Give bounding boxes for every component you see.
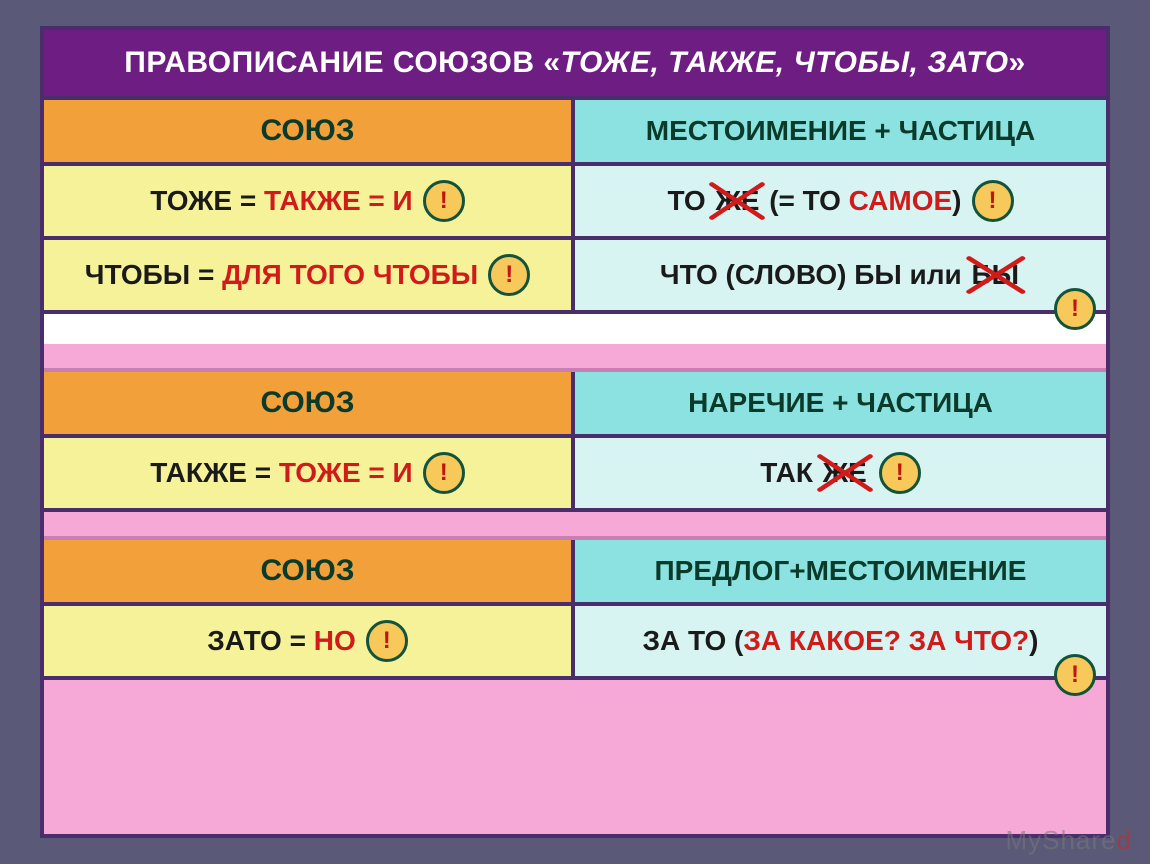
- title-bar: ПРАВОПИСАНИЕ СОЮЗОВ «ТОЖЕ, ТАКЖЕ, ЧТОБЫ,…: [44, 30, 1106, 100]
- rule-left: ТОЖЕ = ТАКЖЕ = И!: [44, 166, 575, 236]
- title-suffix: »: [1009, 46, 1026, 79]
- header-label: ПРЕДЛОГ+МЕСТОИМЕНИЕ: [655, 555, 1027, 587]
- header-label: СОЮЗ: [261, 386, 355, 420]
- crossed-particle: ЖЕ: [821, 457, 869, 489]
- rule-text: ЧТО (СЛОВО) БЫ или БЫ: [660, 259, 1021, 291]
- header-right: МЕСТОИМЕНИЕ + ЧАСТИЦА: [575, 100, 1106, 162]
- exclamation-badge: !: [1054, 654, 1096, 696]
- exclamation-badge: !: [366, 620, 408, 662]
- header-left: СОЮЗ: [44, 540, 575, 602]
- header-label: СОЮЗ: [261, 554, 355, 588]
- rule-left: ЗАТО = НО!: [44, 606, 575, 676]
- rule-right: ЧТО (СЛОВО) БЫ или БЫ!: [575, 240, 1106, 310]
- rule-row: ТАКЖЕ = ТОЖЕ = И!ТАК ЖЕ!: [44, 438, 1106, 512]
- exclamation-badge: !: [972, 180, 1014, 222]
- rule-text: ТАКЖЕ = ТОЖЕ = И: [150, 457, 412, 489]
- white-spacer: [44, 314, 1106, 344]
- header-label: СОЮЗ: [261, 114, 355, 148]
- crossed-particle: БЫ: [970, 259, 1022, 291]
- header-label: МЕСТОИМЕНИЕ + ЧАСТИЦА: [646, 115, 1035, 147]
- section-header-row: СОЮЗ МЕСТОИМЕНИЕ + ЧАСТИЦА: [44, 100, 1106, 166]
- rule-text: ТО ЖЕ (= ТО САМОЕ): [667, 185, 961, 217]
- title-italic: ТОЖЕ, ТАКЖЕ, ЧТОБЫ, ЗАТО: [561, 46, 1009, 79]
- rule-text: ТОЖЕ = ТАКЖЕ = И: [150, 185, 412, 217]
- rule-text: ТАК ЖЕ: [760, 457, 868, 489]
- rule-text: ЗА ТО (ЗА КАКОЕ? ЗА ЧТО?): [643, 625, 1039, 657]
- header-right: ПРЕДЛОГ+МЕСТОИМЕНИЕ: [575, 540, 1106, 602]
- rule-left: ЧТОБЫ = ДЛЯ ТОГО ЧТОБЫ!: [44, 240, 575, 310]
- rule-row: ТОЖЕ = ТАКЖЕ = И!ТО ЖЕ (= ТО САМОЕ)!: [44, 166, 1106, 240]
- grammar-table-frame: ПРАВОПИСАНИЕ СОЮЗОВ «ТОЖЕ, ТАКЖЕ, ЧТОБЫ,…: [40, 26, 1110, 838]
- header-left: СОЮЗ: [44, 100, 575, 162]
- rule-row: ЗАТО = НО!ЗА ТО (ЗА КАКОЕ? ЗА ЧТО?)!: [44, 606, 1106, 680]
- rule-text: ЗАТО = НО: [207, 625, 355, 657]
- rule-row: ЧТОБЫ = ДЛЯ ТОГО ЧТОБЫ!ЧТО (СЛОВО) БЫ ил…: [44, 240, 1106, 314]
- crossed-particle: ЖЕ: [713, 185, 761, 217]
- exclamation-badge: !: [1054, 288, 1096, 330]
- title-prefix: ПРАВОПИСАНИЕ СОЮЗОВ «: [124, 46, 560, 79]
- sections-container: СОЮЗ МЕСТОИМЕНИЕ + ЧАСТИЦА ТОЖЕ = ТАКЖЕ = …: [44, 100, 1106, 704]
- section-gap: [44, 344, 1106, 372]
- section-header-row: СОЮЗ НАРЕЧИЕ + ЧАСТИЦА: [44, 372, 1106, 438]
- header-right: НАРЕЧИЕ + ЧАСТИЦА: [575, 372, 1106, 434]
- header-left: СОЮЗ: [44, 372, 575, 434]
- watermark: MyShared: [1005, 825, 1132, 856]
- exclamation-badge: !: [488, 254, 530, 296]
- exclamation-badge: !: [879, 452, 921, 494]
- section-header-row: СОЮЗ ПРЕДЛОГ+МЕСТОИМЕНИЕ: [44, 540, 1106, 606]
- rule-right: ТАК ЖЕ!: [575, 438, 1106, 508]
- exclamation-badge: !: [423, 180, 465, 222]
- section-gap: [44, 512, 1106, 540]
- rule-right: ЗА ТО (ЗА КАКОЕ? ЗА ЧТО?)!: [575, 606, 1106, 676]
- header-label: НАРЕЧИЕ + ЧАСТИЦА: [688, 387, 993, 419]
- exclamation-badge: !: [423, 452, 465, 494]
- rule-text: ЧТОБЫ = ДЛЯ ТОГО ЧТОБЫ: [85, 259, 478, 291]
- section-gap: [44, 680, 1106, 704]
- rule-right: ТО ЖЕ (= ТО САМОЕ)!: [575, 166, 1106, 236]
- rule-left: ТАКЖЕ = ТОЖЕ = И!: [44, 438, 575, 508]
